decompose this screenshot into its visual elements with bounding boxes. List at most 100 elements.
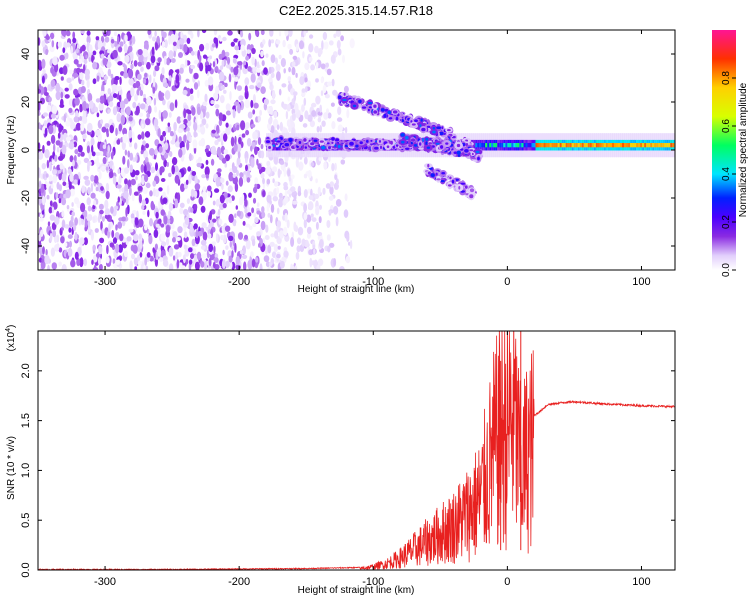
noise-speck [233, 101, 240, 106]
noise-speck [160, 178, 166, 182]
noise-speck [56, 181, 60, 190]
noise-speck [290, 265, 295, 270]
noise-speck [248, 32, 252, 41]
noise-speck [232, 173, 236, 178]
noise-speck [188, 136, 192, 143]
noise-speck [161, 41, 165, 48]
noise-speck [165, 126, 168, 134]
noise-speck [79, 257, 84, 267]
noise-speck [59, 54, 65, 61]
signal-blob [386, 145, 390, 148]
noise-speck [334, 162, 337, 171]
snr-line [38, 331, 675, 570]
noise-speck [217, 208, 221, 216]
snr-line-layer [38, 331, 675, 570]
noise-speck [283, 196, 289, 204]
noise-speck [160, 233, 166, 242]
noise-speck [273, 155, 279, 165]
noise-speck [151, 46, 155, 56]
noise-speck [273, 110, 278, 119]
noise-speck [295, 157, 299, 168]
noise-speck [268, 117, 273, 125]
noise-speck [162, 259, 169, 267]
noise-speck [223, 191, 228, 199]
noise-speck [98, 203, 104, 210]
noise-speck [109, 242, 115, 248]
noise-speck [49, 200, 53, 207]
noise-speck [101, 228, 104, 234]
signal-blob [477, 156, 480, 161]
noise-speck [291, 112, 296, 121]
noise-speck [272, 89, 276, 100]
noise-speck [82, 133, 87, 140]
noise-speck [141, 144, 144, 151]
noise-speck [304, 77, 308, 83]
noise-speck [71, 202, 74, 207]
carrier-core [636, 143, 640, 148]
signal-blob [419, 142, 422, 146]
noise-speck [145, 118, 151, 126]
noise-speck [203, 261, 208, 270]
noise-speck [55, 192, 59, 199]
noise-speck [112, 258, 116, 265]
noise-speck [306, 214, 312, 223]
noise-speck [113, 31, 118, 37]
carrier-core [593, 143, 597, 148]
noise-speck [82, 109, 87, 120]
noise-speck [234, 76, 239, 82]
signal-blob [471, 152, 474, 156]
spectrogram-xlabel: Height of straight line (km) [298, 284, 415, 295]
signal-blob [475, 150, 480, 154]
carrier-core [579, 143, 583, 148]
noise-speck [276, 253, 281, 259]
noise-speck [90, 182, 94, 193]
noise-speck [92, 216, 96, 223]
noise-speck [77, 58, 83, 65]
noise-speck [279, 260, 285, 269]
noise-speck [255, 116, 259, 123]
noise-speck [266, 123, 272, 129]
noise-speck [71, 76, 75, 81]
noise-speck [122, 63, 126, 68]
signal-blob [298, 141, 302, 144]
noise-speck [224, 162, 228, 168]
noise-speck [228, 196, 233, 204]
noise-speck [303, 212, 308, 221]
noise-speck [149, 148, 155, 156]
noise-speck [307, 201, 314, 211]
noise-speck [346, 233, 350, 242]
noise-speck [251, 47, 256, 55]
noise-speck [319, 204, 322, 210]
carrier-core [648, 143, 652, 148]
noise-speck [101, 216, 105, 222]
noise-speck [172, 255, 176, 261]
noise-speck [188, 174, 192, 185]
carrier-core [577, 143, 581, 148]
noise-speck [235, 255, 240, 266]
noise-speck [98, 263, 103, 270]
noise-speck [320, 63, 326, 70]
signal-blob [445, 142, 449, 145]
noise-speck [167, 122, 171, 127]
noise-speck [244, 77, 250, 86]
noise-speck [204, 148, 209, 153]
noise-speck [173, 50, 176, 58]
noise-speck [193, 121, 198, 132]
noise-speck [185, 109, 191, 114]
carrier-core [549, 143, 553, 148]
noise-speck [120, 114, 126, 125]
noise-speck [309, 120, 315, 128]
noise-speck [250, 123, 256, 128]
noise-speck [99, 150, 104, 157]
noise-speck [328, 210, 332, 216]
carrier-core [605, 143, 609, 148]
noise-speck [48, 174, 53, 182]
noise-speck [130, 63, 134, 70]
noise-speck [83, 209, 88, 219]
signal-blob [380, 108, 385, 112]
noise-speck [166, 238, 170, 246]
noise-speck [129, 164, 133, 173]
carrier-core [559, 143, 563, 148]
noise-speck [51, 206, 55, 214]
